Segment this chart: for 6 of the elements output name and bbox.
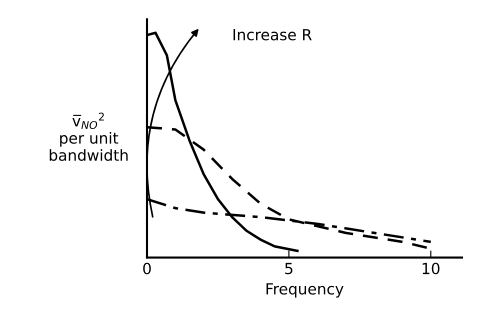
x-axis-title: Frequency (266, 283, 344, 298)
y-axis-title: v̅$_{NO}$$^{2}$ per unit bandwidth (50, 112, 128, 161)
annotation: Increase R (234, 29, 312, 40)
x-tick-label: 10 (422, 262, 440, 274)
x-tick-label: 5 (285, 262, 292, 274)
x-tick-label: 0 (143, 262, 151, 274)
